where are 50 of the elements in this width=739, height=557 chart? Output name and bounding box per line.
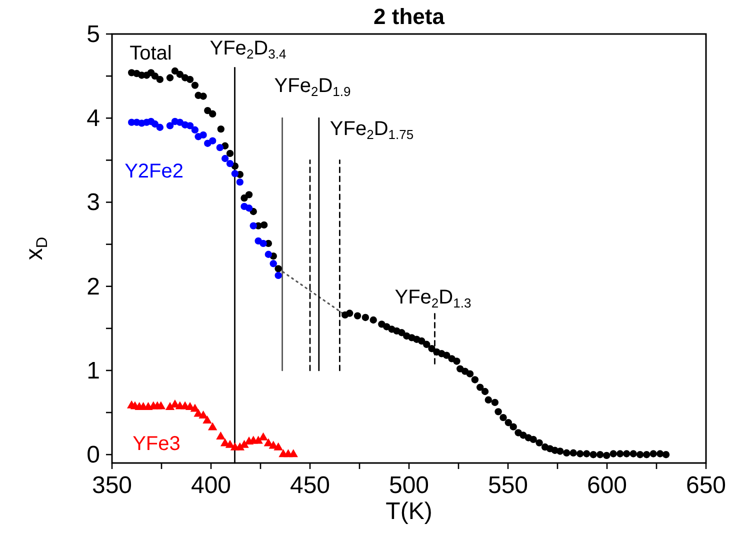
- point: [156, 401, 166, 410]
- y-tick-label: 1: [86, 357, 100, 384]
- x-tick-label: 600: [586, 472, 628, 499]
- series-label: Y2Fe2: [124, 160, 184, 182]
- y-tick-label: 3: [86, 189, 100, 216]
- y-tick-label: 2: [86, 273, 100, 300]
- point: [216, 431, 226, 440]
- point: [202, 416, 212, 424]
- annotation: YFe$_{2}$D$_{1.75}$: [330, 118, 414, 142]
- point: [156, 124, 164, 131]
- annotation: YFe$_{2}$D$_{3.4}$: [210, 38, 286, 62]
- point: [260, 240, 267, 248]
- point: [231, 170, 239, 178]
- point: [166, 122, 174, 130]
- series-label: YFe3: [132, 432, 180, 455]
- y-tick-label: 4: [86, 105, 100, 132]
- point: [198, 410, 208, 418]
- x-tick-label: 650: [686, 472, 726, 499]
- x-tick-label: 350: [92, 472, 132, 499]
- annotation: YFe$_{2}$D$_{1.3}$: [394, 286, 472, 310]
- point: [191, 126, 199, 134]
- annotation: YFe$_{2}$D$_{1.9}$: [274, 75, 351, 100]
- x-tick-label: 550: [488, 472, 528, 499]
- point: [221, 154, 229, 162]
- x-tick-label: 400: [190, 472, 232, 499]
- chart-title: 2 theta: [374, 4, 446, 29]
- point: [250, 222, 257, 230]
- point: [208, 422, 218, 430]
- point: [165, 402, 175, 410]
- point: [186, 122, 194, 130]
- point: [258, 432, 268, 440]
- series-label: Total: [130, 42, 172, 65]
- point: [274, 442, 283, 450]
- point: [216, 144, 224, 152]
- y-tick-label: 5: [86, 21, 100, 48]
- point: [151, 120, 159, 128]
- point: [200, 131, 207, 139]
- point: [226, 160, 234, 168]
- point: [245, 204, 253, 212]
- point: [274, 272, 282, 280]
- x-axis-title: T(K): [386, 498, 432, 525]
- point: [225, 440, 235, 448]
- point: [236, 178, 244, 186]
- point: [208, 137, 216, 144]
- x-tick-label: 450: [290, 472, 330, 499]
- point: [288, 449, 298, 458]
- x-tick-label: 500: [388, 472, 430, 499]
- point: [270, 260, 277, 268]
- point: [264, 250, 272, 258]
- y-tick-label: 0: [86, 442, 100, 469]
